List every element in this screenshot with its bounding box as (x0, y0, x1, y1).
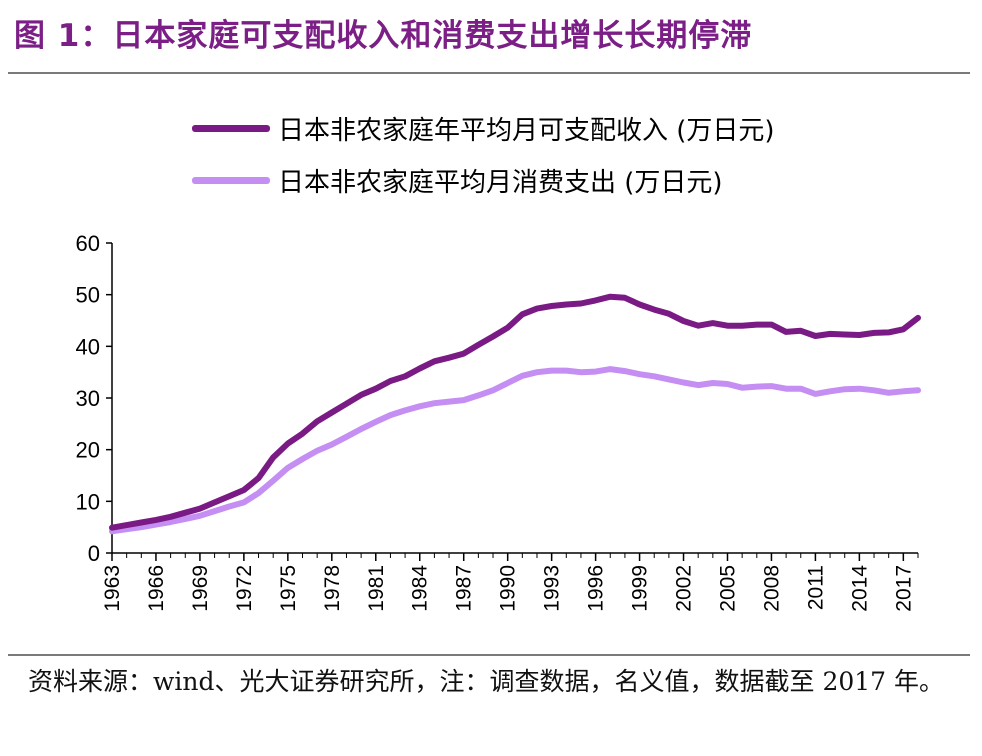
legend-swatch-income (192, 124, 270, 132)
x-tick-label: 2008 (760, 565, 783, 612)
x-tick-label: 1990 (497, 565, 520, 612)
chart-axes: 0 10 20 30 40 50 60 1963 1966 1969 1972 1975 1978 198… (76, 231, 919, 612)
x-tick-label: 1984 (409, 565, 432, 612)
source-divider (8, 654, 970, 656)
x-tick-label: 1981 (365, 565, 388, 612)
x-tick-label: 1969 (189, 565, 212, 612)
title-divider (8, 72, 970, 74)
chart-series (109, 293, 921, 535)
x-tick-label: 1999 (629, 565, 652, 612)
legend-swatch-consumption (192, 176, 270, 184)
y-tick-label: 50 (76, 283, 100, 308)
x-tick-label: 1966 (145, 565, 168, 612)
source-note: 资料来源：wind、光大证券研究所，注：调查数据，名义值，数据截至 2017 年… (28, 667, 945, 696)
y-tick-label: 60 (76, 231, 100, 256)
income-line (109, 293, 921, 531)
x-tick-label: 2014 (848, 565, 871, 612)
x-tick-label: 2011 (804, 565, 827, 610)
line-chart: 0 10 20 30 40 50 60 1963 1966 1969 1972 1975 1978 198… (76, 231, 921, 612)
x-tick-label: 1975 (277, 565, 300, 612)
y-tick-label: 30 (76, 386, 100, 411)
x-tick-label: 1996 (585, 565, 608, 612)
legend-label-income: 日本非农家庭年平均月可支配收入 (万日元) (278, 115, 775, 146)
figure-title: 图 1：日本家庭可支配收入和消费支出增长长期停滞 (14, 18, 753, 54)
x-tick-label: 2017 (892, 565, 915, 612)
x-tick-label: 1987 (453, 565, 476, 612)
x-tick-label: 1972 (233, 565, 256, 612)
consumption-line (109, 366, 921, 535)
legend-item-consumption: 日本非农家庭平均月消费支出 (万日元) (192, 160, 723, 200)
x-tick-label: 2002 (673, 565, 696, 612)
x-tick-label: 1993 (541, 565, 564, 612)
y-tick-label: 40 (76, 334, 100, 359)
legend-label-consumption: 日本非农家庭平均月消费支出 (万日元) (278, 167, 723, 198)
x-tick-label: 2005 (716, 565, 739, 612)
y-tick-label: 10 (76, 489, 100, 514)
x-tick-label: 1963 (101, 565, 124, 612)
x-tick-label: 1978 (321, 565, 344, 612)
y-tick-label: 20 (76, 438, 100, 463)
legend-item-income: 日本非农家庭年平均月可支配收入 (万日元) (192, 108, 775, 148)
y-tick-label: 0 (88, 541, 100, 566)
